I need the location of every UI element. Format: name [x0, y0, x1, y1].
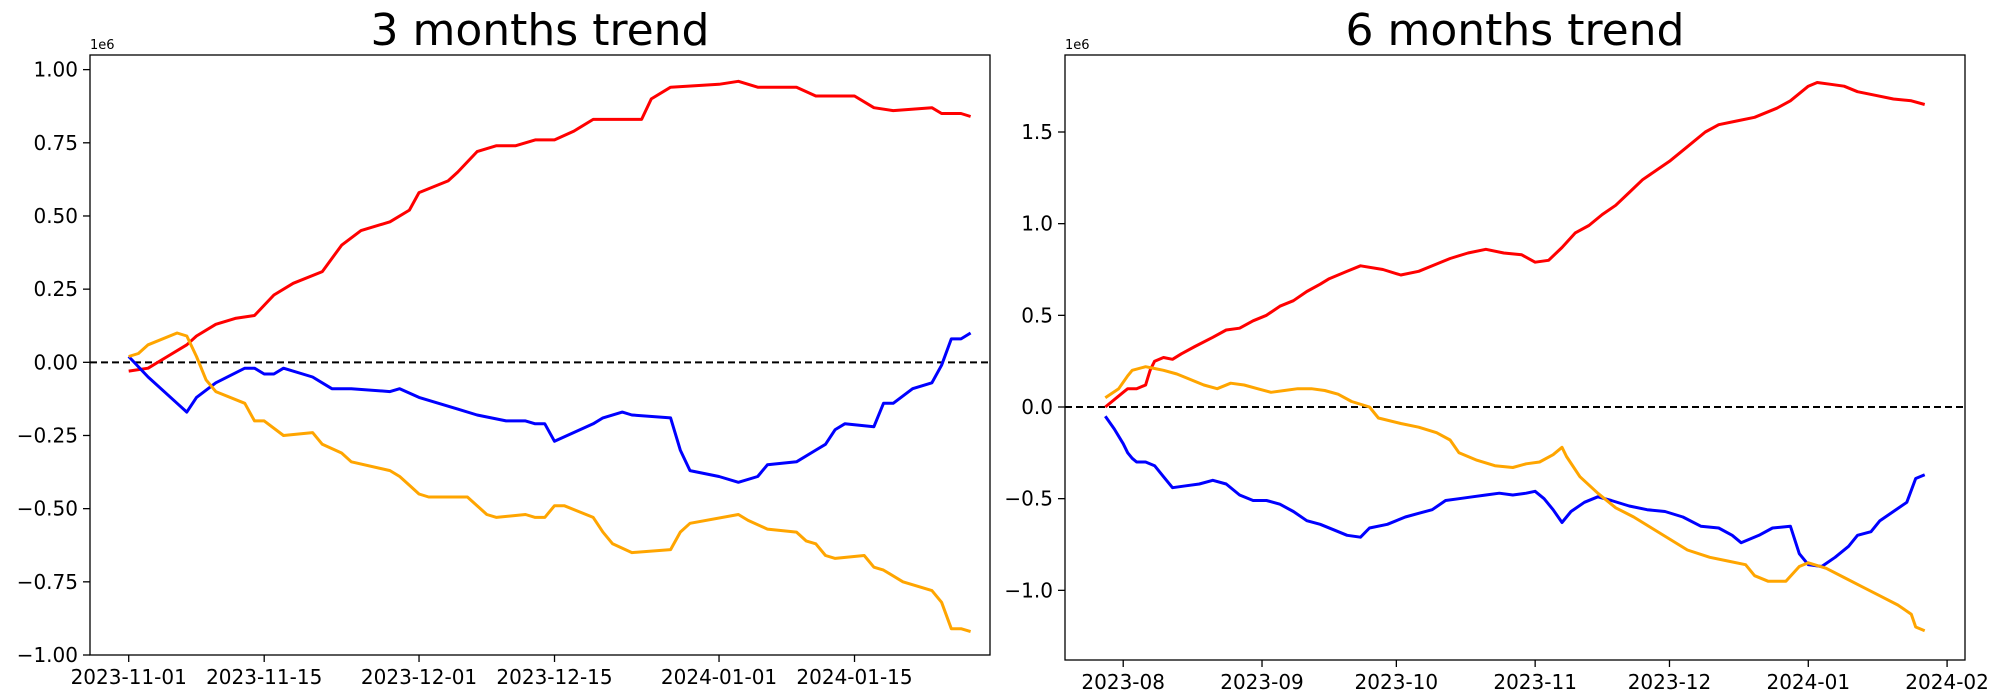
y-tick-label: −0.5 — [1004, 487, 1053, 511]
chart-panel-1: 3 months trend 1e6 1.00 0.75 0.50 0.25 0.00 −0.… — [17, 5, 991, 689]
x-tick-label: 2023-12-01 — [361, 665, 477, 689]
x-tick-label: 2023-09 — [1220, 670, 1304, 694]
x-tick-label: 2024-01-15 — [796, 665, 912, 689]
series-line-3 — [128, 331, 972, 634]
x-tick-label: 2023-12 — [1628, 670, 1712, 694]
plot-area-frame — [1064, 54, 1966, 661]
y-tick-label: 0.0 — [1021, 395, 1053, 419]
y-tick-label: −1.00 — [17, 643, 78, 667]
x-tick-label: 2023-11-15 — [206, 665, 322, 689]
x-tick-label: 2024-02 — [1905, 670, 1989, 694]
y-tick-label: 0.25 — [33, 277, 78, 301]
y-tick-label: −0.25 — [17, 423, 78, 447]
x-tick-label: 2024-01-01 — [661, 665, 777, 689]
y-tick-label: 0.00 — [33, 350, 78, 374]
chart-title: 3 months trend — [371, 5, 710, 56]
x-tick-label: 2023-12-15 — [496, 665, 612, 689]
y-offset-label: 1e6 — [90, 38, 115, 53]
y-offset-label: 1e6 — [1065, 38, 1090, 53]
chart-title: 6 months trend — [1346, 5, 1685, 56]
y-tick-label: −0.75 — [17, 570, 78, 594]
series-line-1 — [128, 79, 972, 373]
y-tick-label: 1.00 — [33, 58, 78, 82]
plot-area-frame — [89, 54, 991, 656]
series-line-1 — [1104, 81, 1926, 409]
y-tick-label: 1.0 — [1021, 212, 1053, 236]
y-tick-label: 0.75 — [33, 131, 78, 155]
x-tick-label: 2024-01 — [1766, 670, 1850, 694]
chart-panel-2: 6 months trend 1e6 1.5 1.0 0.5 0.0 −0.5 −1.0 202… — [1004, 5, 1988, 694]
x-tick-label: 2023-11 — [1493, 670, 1577, 694]
y-tick-label: −0.50 — [17, 497, 78, 521]
series-line-2 — [127, 331, 972, 484]
y-tick-label: −1.0 — [1004, 578, 1053, 602]
x-tick-label: 2023-08 — [1081, 670, 1165, 694]
x-tick-label: 2023-11-01 — [71, 665, 187, 689]
y-tick-label: 1.5 — [1021, 120, 1053, 144]
series-line-3 — [1104, 365, 1926, 633]
y-tick-label: 0.5 — [1021, 303, 1053, 327]
series-line-2 — [1104, 415, 1926, 568]
y-tick-label: 0.50 — [33, 204, 78, 228]
x-tick-label: 2023-10 — [1355, 670, 1439, 694]
